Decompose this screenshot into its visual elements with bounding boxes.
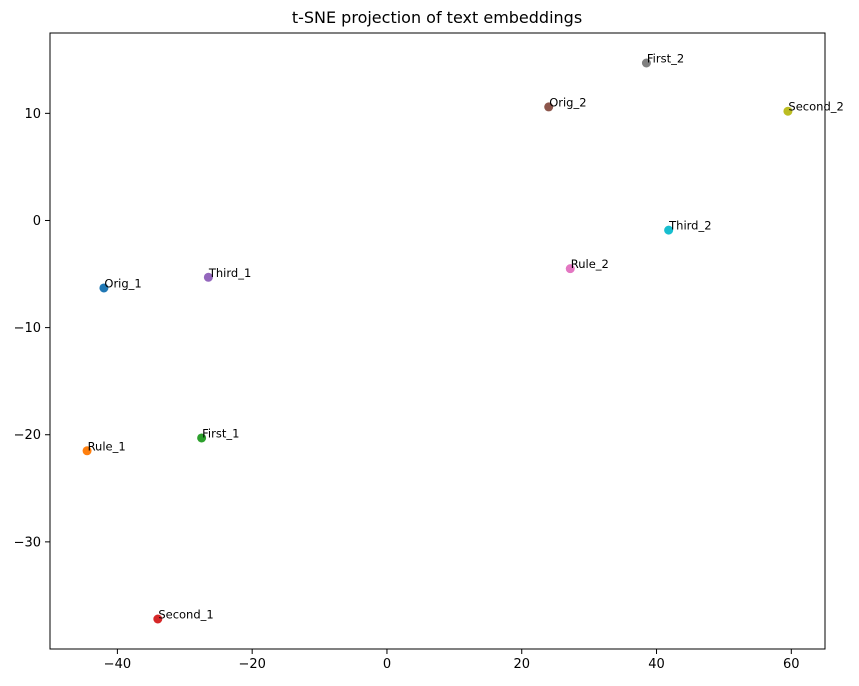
y-tick-label: −20: [14, 428, 41, 443]
point-label: Second_2: [788, 100, 843, 114]
y-tick-label: −30: [14, 535, 41, 550]
point-label: Rule_2: [571, 257, 609, 271]
point-label: Third_1: [208, 266, 251, 280]
y-tick-label: 0: [33, 214, 41, 229]
x-tick-label: 60: [783, 657, 800, 672]
y-tick-label: −10: [14, 321, 41, 336]
point-label: Rule_1: [88, 439, 126, 453]
y-tick-label: 10: [24, 107, 41, 122]
point-label: Orig_1: [104, 276, 141, 290]
data-point: [197, 433, 207, 443]
data-point: [664, 225, 674, 235]
point-label: Second_1: [158, 608, 213, 622]
point-label: Third_2: [668, 219, 711, 233]
chart-title: t-SNE projection of text embeddings: [292, 8, 582, 27]
data-point: [783, 106, 793, 116]
data-point: [82, 446, 92, 456]
data-point: [99, 283, 109, 293]
x-tick-label: −40: [104, 657, 131, 672]
x-tick-label: 0: [383, 657, 391, 672]
point-label: Orig_2: [549, 95, 586, 109]
x-tick-label: −20: [238, 657, 265, 672]
data-point: [153, 614, 163, 624]
point-label: First_1: [202, 426, 239, 440]
data-point: [565, 264, 575, 274]
data-point: [203, 272, 213, 282]
data-point: [544, 102, 554, 112]
data-point: [641, 58, 651, 68]
axes-frame: [49, 32, 826, 650]
plot-area: −40 −20 0 20 40 60 −30 −20 −10 0 10 Orig_1 Rule_1 Fir…: [14, 32, 844, 672]
point-label: First_2: [647, 51, 684, 65]
x-tick-label: 40: [648, 657, 665, 672]
x-tick-label: 20: [513, 657, 530, 672]
